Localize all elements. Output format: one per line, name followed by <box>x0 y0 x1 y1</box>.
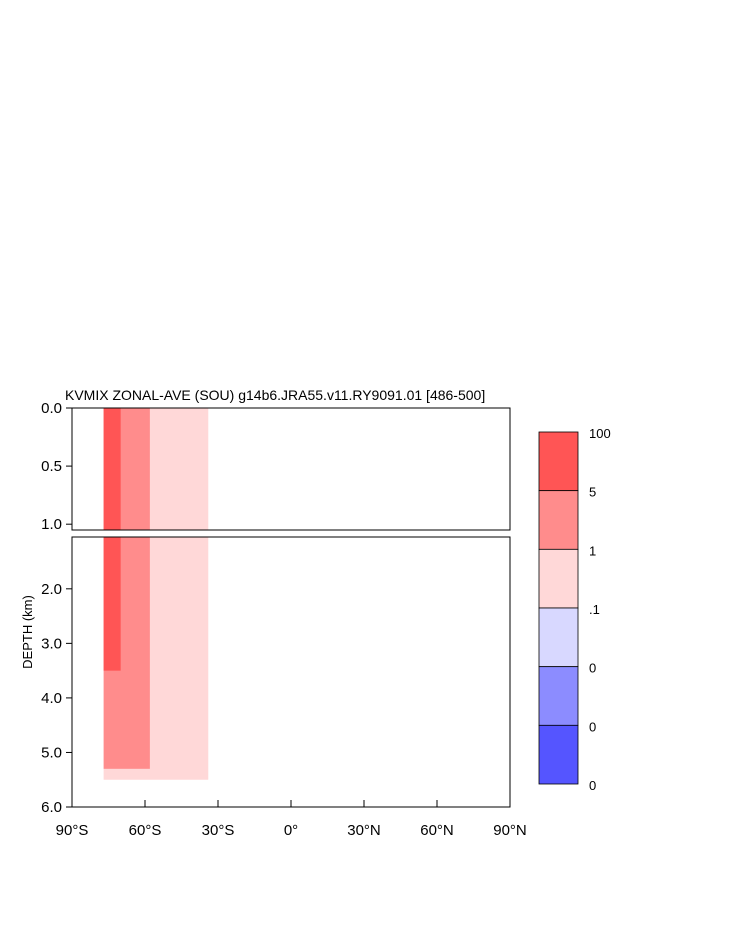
x-tick-label: 0° <box>284 822 298 839</box>
y-tick-label: 1.0 <box>41 516 62 533</box>
x-tick-label: 60°S <box>129 822 162 839</box>
colorbar: 100 5 1 .1 0 0 0 <box>538 426 611 793</box>
colorbar-swatch <box>538 490 579 550</box>
y-tick-label: 5.0 <box>41 744 62 761</box>
bottom-panel-fill <box>103 537 209 780</box>
colorbar-swatch <box>538 666 579 726</box>
x-tick-label: 60°N <box>420 822 454 839</box>
x-axis: 90°S 60°S 30°S 0° 30°N 60°N 90°N <box>56 800 527 839</box>
top-panel-frame <box>71 407 511 531</box>
colorbar-label: 0 <box>589 719 596 734</box>
y-tick-label: 0.0 <box>41 400 62 417</box>
colorbar-label: 0 <box>589 661 596 676</box>
field-region-2 <box>103 537 121 671</box>
x-tick-label: 30°N <box>347 822 381 839</box>
colorbar-swatch <box>538 431 579 492</box>
chart-title: KVMIX ZONAL-AVE (SOU) g14b6.JRA55.v11.RY… <box>65 387 485 403</box>
x-tick-label: 30°S <box>202 822 235 839</box>
colorbar-swatch <box>538 724 579 785</box>
y-tick-label: 6.0 <box>41 799 62 816</box>
y-tick-label: 2.0 <box>41 581 62 598</box>
colorbar-label: 1 <box>589 543 596 558</box>
colorbar-label: 5 <box>589 485 596 500</box>
y-axis-label: DEPTH (km) <box>20 595 35 669</box>
field-region-2 <box>103 408 121 530</box>
x-tick-label: 90°N <box>493 822 527 839</box>
top-panel-fill <box>103 408 209 530</box>
colorbar-label: 0 <box>589 778 596 793</box>
y-tick-label: 4.0 <box>41 690 62 707</box>
colorbar-label: .1 <box>589 602 600 617</box>
y-axis: 0.0 0.5 1.0 2.0 3.0 4.0 5.0 6.0 <box>41 400 72 816</box>
colorbar-label: 100 <box>589 426 611 441</box>
x-tick-label: 90°S <box>56 822 89 839</box>
y-tick-label: 3.0 <box>41 635 62 652</box>
colorbar-swatch <box>538 607 579 668</box>
y-tick-label: 0.5 <box>41 458 62 475</box>
colorbar-swatch <box>538 548 579 609</box>
